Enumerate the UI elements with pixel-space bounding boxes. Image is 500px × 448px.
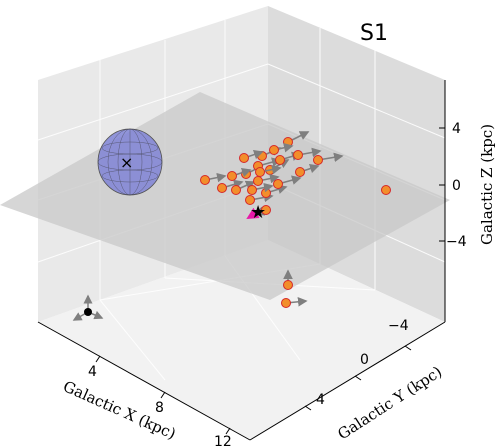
data-point <box>283 280 293 290</box>
data-point <box>247 185 257 195</box>
y-tick-label: 0 <box>360 352 369 368</box>
data-point <box>227 171 237 181</box>
data-point <box>253 176 263 186</box>
data-point <box>217 183 227 193</box>
bulge-ellipsoid <box>97 128 163 196</box>
data-point <box>273 179 283 189</box>
x-axis-ticks <box>95 355 231 435</box>
data-point <box>200 175 210 185</box>
data-point <box>293 150 303 160</box>
origin-marker <box>72 294 104 321</box>
data-point <box>281 298 291 308</box>
galactic-center-marker: × <box>120 153 133 172</box>
floor-pane <box>38 240 445 440</box>
data-point <box>239 153 249 163</box>
data-point <box>283 137 293 147</box>
data-point <box>261 205 271 215</box>
z-tick-label: −4 <box>446 234 467 250</box>
x-tick-label: 12 <box>214 434 232 448</box>
data-point <box>275 155 285 165</box>
axes-lines <box>37 80 446 441</box>
z-axis-ticks <box>439 127 445 242</box>
z-axis-label: Galactic Z (kpc) <box>478 124 496 245</box>
data-point <box>295 167 305 177</box>
z-tick-label: 0 <box>452 178 461 194</box>
data-point <box>231 185 241 195</box>
points-layer <box>200 131 391 308</box>
y-tick-label: −4 <box>388 318 409 334</box>
data-point <box>245 195 255 205</box>
sun-star-marker: ★ <box>250 202 266 223</box>
z-tick-label: 4 <box>452 121 461 137</box>
chart-title: S1 <box>360 21 388 46</box>
data-point <box>381 185 391 195</box>
sun-velocity-arrow <box>246 207 260 220</box>
data-point <box>261 188 271 198</box>
data-point <box>313 155 323 165</box>
y-axis-ticks <box>304 345 412 411</box>
x-tick-label: 8 <box>155 400 164 416</box>
y-tick-label: 4 <box>316 392 325 408</box>
x-tick-label: 4 <box>88 364 97 380</box>
data-point <box>255 167 265 177</box>
data-point <box>269 145 279 155</box>
